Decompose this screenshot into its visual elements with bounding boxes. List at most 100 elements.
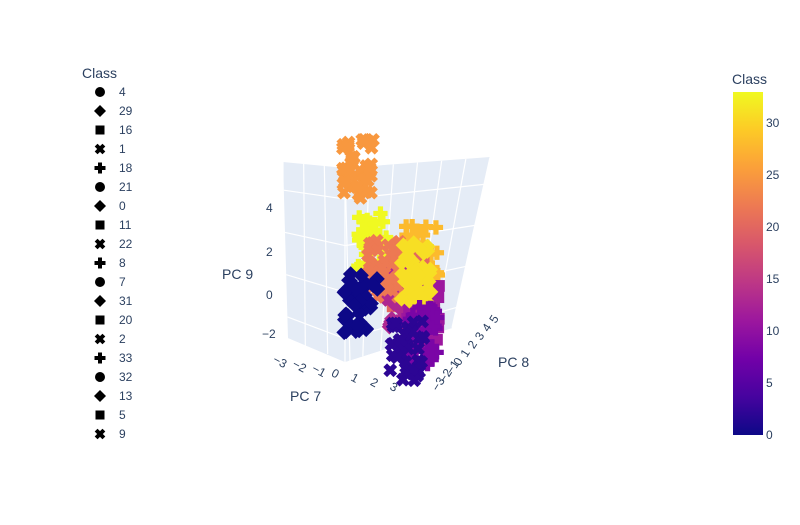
legend-item-label: 32 <box>119 370 133 384</box>
data-point <box>414 355 429 370</box>
legend-item-label: 29 <box>119 104 133 118</box>
legend-item[interactable]: 5 <box>95 408 127 422</box>
legend-item[interactable]: 1 <box>94 142 126 156</box>
legend-item-label: 16 <box>119 123 133 137</box>
data-point <box>415 227 431 243</box>
legend-item[interactable]: 16 <box>95 123 133 137</box>
legend-item[interactable]: 8 <box>94 256 127 270</box>
legend-item[interactable]: 21 <box>95 180 133 194</box>
legend-item-label: 8 <box>119 256 126 270</box>
data-point <box>349 317 365 334</box>
legend-item[interactable]: 7 <box>95 275 126 289</box>
legend-item[interactable]: 0 <box>94 199 126 213</box>
x-tick-label: 1 <box>349 370 362 386</box>
legend-item[interactable]: 13 <box>94 389 133 403</box>
legend-marker-circle-icon <box>95 182 105 192</box>
legend-item[interactable]: 18 <box>94 161 133 175</box>
gridline <box>323 165 329 355</box>
x-axis-title: PC 7 <box>290 388 321 404</box>
data-point <box>380 283 395 297</box>
legend-item[interactable]: 11 <box>95 218 132 232</box>
data-point <box>381 271 396 286</box>
data-point <box>342 292 358 309</box>
x-tick-label: 0 <box>329 366 342 382</box>
legend-marker-diamond-icon <box>94 200 106 212</box>
gridline <box>286 274 346 293</box>
data-point <box>351 305 368 322</box>
cluster-class-31 <box>393 235 439 309</box>
z-tick-label: 2 <box>266 245 273 259</box>
data-point <box>429 345 444 360</box>
data-point <box>432 291 445 304</box>
y-tick-label: 5 <box>486 312 502 325</box>
legend-item[interactable]: 22 <box>94 237 133 251</box>
legend-item[interactable]: 9 <box>94 427 126 441</box>
x-tick-label: −3 <box>271 352 290 371</box>
data-point <box>405 308 421 323</box>
data-point <box>341 139 355 154</box>
legend-item[interactable]: 29 <box>94 104 133 118</box>
legend: Class 4 29 16 1 18 21 0 11 22 8 7 31 20 2 33 32 13 5 9 <box>82 65 133 441</box>
data-point <box>346 297 363 313</box>
data-point <box>375 260 390 275</box>
colorbar-tick-label: 25 <box>766 168 780 182</box>
data-point <box>342 266 359 282</box>
legend-marker-cross-icon <box>94 352 106 364</box>
data-point <box>417 271 434 288</box>
legend-marker-square-icon <box>95 410 105 420</box>
colorbar-tick-label: 30 <box>766 116 780 130</box>
legend-item-label: 0 <box>119 199 126 213</box>
legend-marker-x-icon <box>94 333 106 345</box>
data-point <box>378 230 394 245</box>
data-point <box>430 310 445 325</box>
legend-item-label: 11 <box>119 218 132 232</box>
data-point <box>369 281 386 297</box>
data-point <box>352 210 367 225</box>
legend-item-label: 5 <box>119 408 126 422</box>
data-point <box>410 287 427 304</box>
scene[interactable] <box>282 132 491 388</box>
back-wall-left <box>283 162 345 362</box>
y-tick-label: −3 <box>429 374 448 393</box>
data-point <box>357 132 372 147</box>
data-point <box>415 245 432 261</box>
legend-item[interactable]: 32 <box>95 370 133 384</box>
gridline <box>303 163 306 347</box>
data-point <box>348 280 364 297</box>
data-point <box>336 324 352 341</box>
colorbar-title: Class <box>732 71 767 87</box>
data-point <box>430 267 446 283</box>
data-point <box>351 232 367 248</box>
data-point <box>427 318 442 334</box>
x-tick-label: −1 <box>310 361 329 380</box>
legend-item[interactable]: 2 <box>94 332 126 346</box>
data-point <box>369 271 385 287</box>
data-point <box>375 214 391 229</box>
data-point <box>353 267 369 284</box>
data-point <box>336 284 353 301</box>
colorbar-tick-label: 0 <box>766 428 773 442</box>
data-point <box>388 316 403 331</box>
data-point <box>407 274 424 291</box>
legend-marker-x-icon <box>94 428 106 440</box>
data-point <box>399 227 414 243</box>
legend-marker-cross-icon <box>94 162 106 174</box>
data-point <box>416 331 431 345</box>
z-axis-ticks: −2 0 2 4 <box>262 201 276 341</box>
data-point <box>433 280 445 292</box>
legend-item[interactable]: 20 <box>95 313 133 327</box>
legend-item[interactable]: 33 <box>94 351 133 365</box>
y-tick-label: −1 <box>443 357 462 376</box>
legend-item-label: 20 <box>119 313 133 327</box>
data-point <box>339 161 354 176</box>
data-point <box>405 219 420 234</box>
legend-item[interactable]: 31 <box>94 294 133 308</box>
data-point <box>410 223 425 239</box>
legend-item[interactable]: 4 <box>95 85 126 99</box>
data-point <box>362 161 377 176</box>
data-point <box>418 219 434 234</box>
legend-item-label: 2 <box>119 332 126 346</box>
data-point <box>398 355 413 369</box>
data-point <box>428 220 444 235</box>
